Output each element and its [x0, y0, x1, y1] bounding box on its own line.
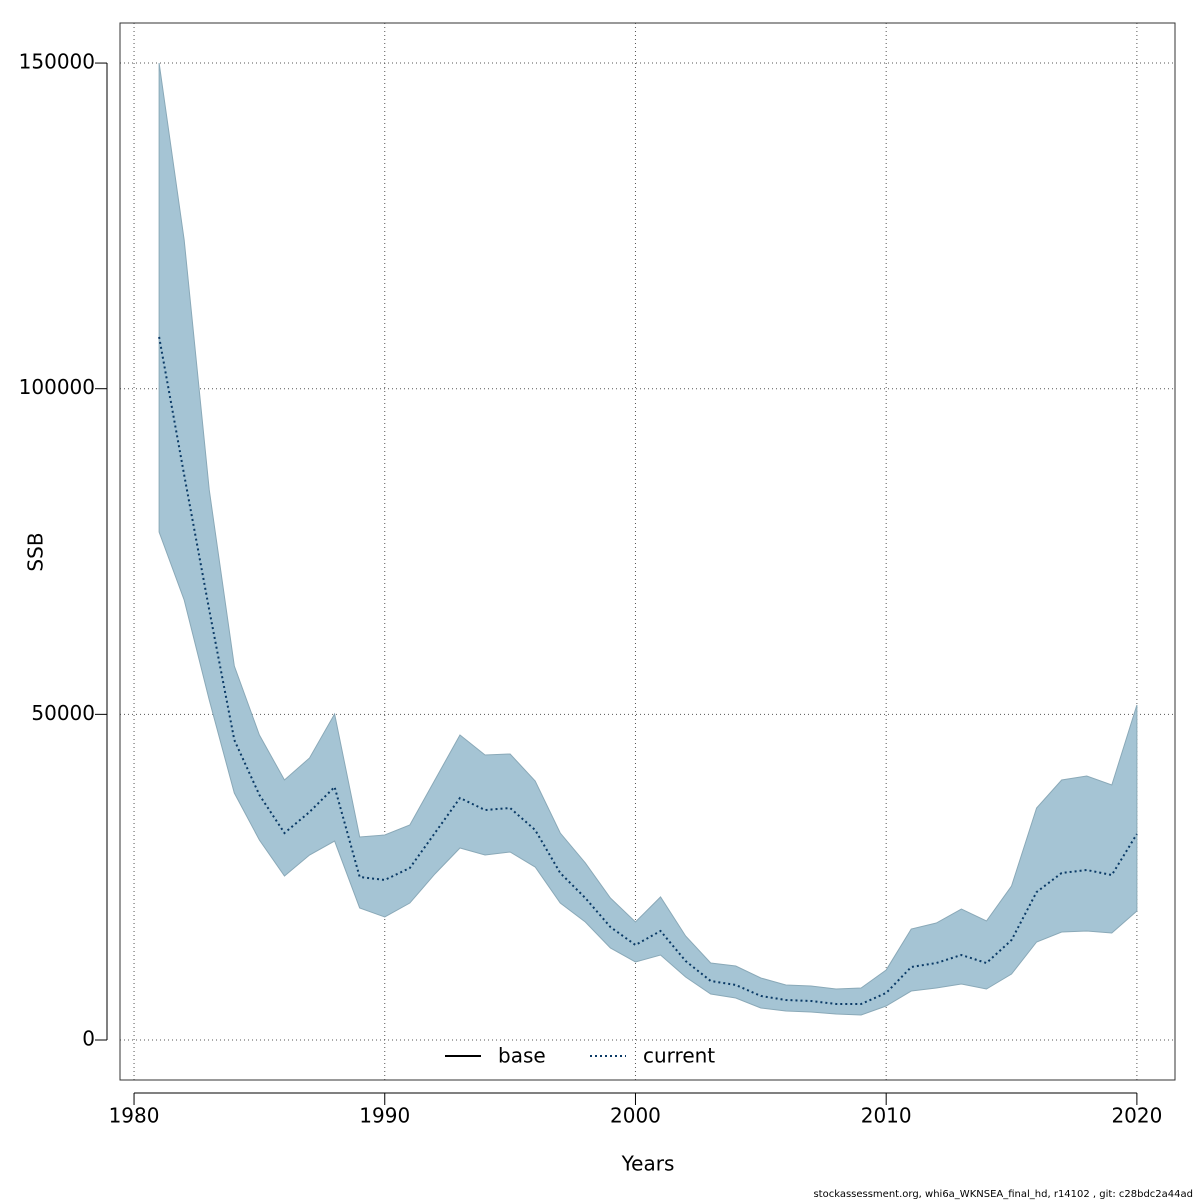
x-tick-label: 2000: [610, 1104, 661, 1128]
y-tick-label: 50000: [31, 701, 95, 725]
plot-frame: [119, 22, 1176, 1081]
confidence-band: [158, 62, 1138, 1016]
legend-label: current: [643, 1044, 715, 1068]
y-axis-label: SSB: [24, 532, 48, 571]
legend-label: base: [498, 1044, 546, 1068]
x-tick-label: 1980: [109, 1104, 160, 1128]
x-tick-label: 2020: [1111, 1104, 1162, 1128]
y-tick-label: 100000: [19, 375, 95, 399]
line: [158, 336, 1138, 1005]
footnote: stockassessment.org, whi6a_WKNSEA_final_…: [813, 1189, 1193, 1200]
x-tick-label: 1990: [359, 1104, 410, 1128]
x-axis-label: Years: [621, 1152, 675, 1176]
x-tick-label: 2010: [861, 1104, 912, 1128]
y-tick-label: 0: [82, 1026, 95, 1050]
y-tick-label: 150000: [19, 50, 95, 74]
